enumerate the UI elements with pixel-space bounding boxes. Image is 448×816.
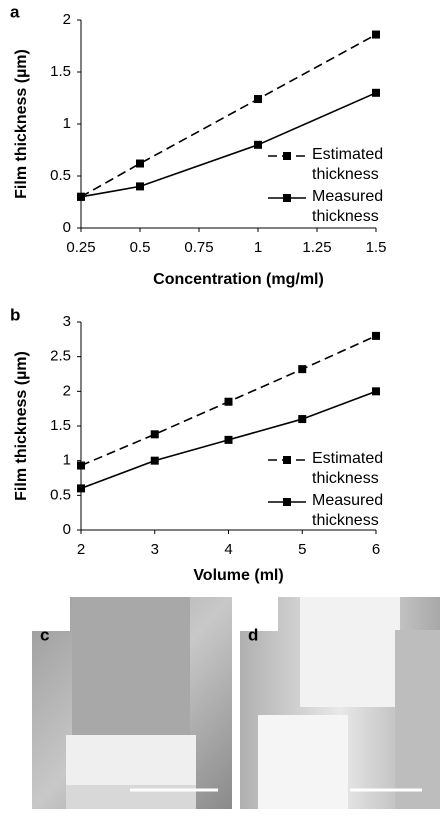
marker (254, 140, 262, 149)
legend-marker (283, 456, 291, 464)
image-d (240, 597, 440, 809)
x-tick-label: 6 (372, 541, 380, 558)
y-tick-label: 1.5 (50, 63, 71, 80)
y-axis-title: Film thickness (µm) (13, 49, 30, 199)
y-tick-label: 0 (63, 219, 71, 236)
marker (224, 397, 233, 406)
panel-label: c (40, 625, 49, 644)
marker (136, 182, 144, 191)
marker (298, 365, 307, 374)
marker (372, 30, 380, 39)
y-tick-label: 0.5 (50, 486, 71, 503)
legend-label: Measured thickness (312, 188, 384, 225)
y-tick-label: 0.5 (50, 167, 71, 184)
panel-label: a (10, 2, 20, 21)
x-tick-label: 0.25 (66, 239, 95, 256)
x-tick-label: 0.75 (184, 239, 213, 256)
marker (372, 331, 380, 340)
x-tick-label: 4 (224, 541, 232, 558)
y-tick-label: 3 (63, 313, 71, 330)
x-tick-label: 5 (298, 541, 306, 558)
marker (77, 484, 85, 493)
legend-label: Measured thickness (312, 492, 384, 529)
legend-marker (283, 498, 291, 506)
x-axis-title: Volume (ml) (193, 567, 283, 584)
series-line (80, 33, 377, 198)
marker (298, 415, 307, 424)
legend-label: Estimated thickness (312, 146, 384, 183)
x-tick-label: 3 (151, 541, 159, 558)
marker (136, 159, 144, 168)
y-tick-label: 0 (63, 521, 71, 538)
legend-marker (283, 194, 291, 202)
y-tick-label: 1.5 (50, 417, 71, 434)
x-axis-title: Concentration (mg/ml) (153, 271, 324, 288)
y-axis-title: Film thickness (µm) (13, 351, 30, 501)
marker (372, 88, 380, 97)
x-tick-label: 1.25 (302, 239, 331, 256)
marker (150, 456, 159, 465)
x-tick-label: 1.5 (366, 239, 387, 256)
marker (77, 461, 85, 470)
marker (254, 95, 262, 104)
y-tick-label: 1 (63, 452, 71, 469)
x-tick-label: 2 (77, 541, 85, 558)
x-tick-label: 0.5 (130, 239, 151, 256)
legend-marker (283, 152, 291, 160)
legend-label: Estimated thickness (312, 450, 384, 487)
y-tick-label: 2.5 (50, 348, 71, 365)
y-tick-label: 1 (63, 115, 71, 132)
y-tick-label: 2 (63, 382, 71, 399)
series-line (80, 92, 377, 198)
marker (150, 430, 159, 439)
y-tick-label: 2 (63, 11, 71, 28)
panel-label: b (10, 305, 20, 324)
marker (372, 387, 380, 396)
panel-label: d (248, 625, 258, 644)
marker (77, 192, 85, 201)
x-tick-label: 1 (254, 239, 262, 256)
marker (224, 435, 233, 444)
image-c (32, 597, 232, 809)
